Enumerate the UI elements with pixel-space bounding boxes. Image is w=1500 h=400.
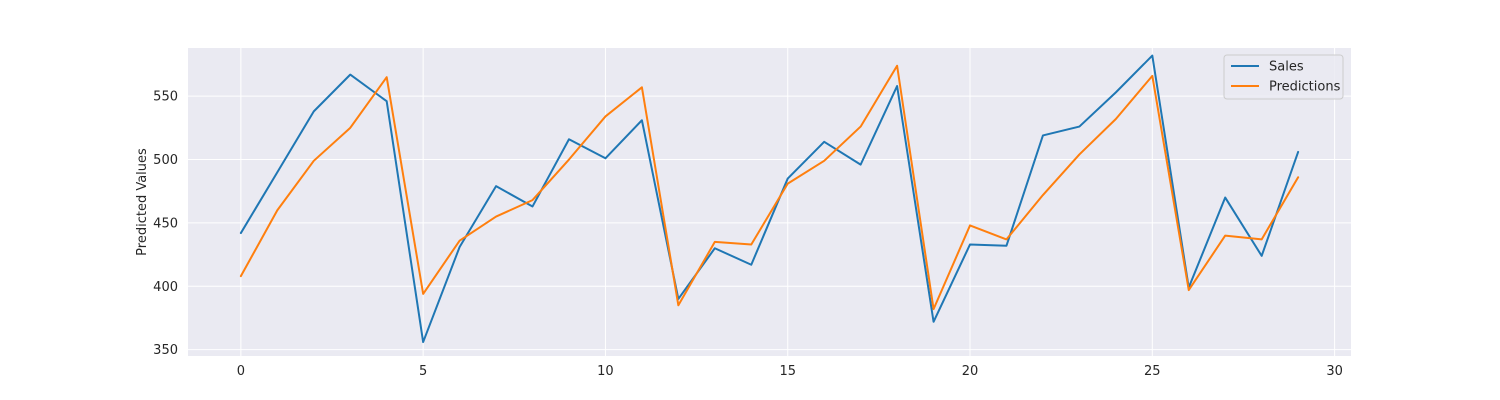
x-tick-label: 30 bbox=[1326, 364, 1343, 379]
y-tick-label: 400 bbox=[153, 280, 178, 295]
tick-labels: 0 5 10 15 20 25 30 350 400 450 500 550 bbox=[153, 90, 1343, 379]
series-line-predictions bbox=[239, 64, 1300, 311]
series-line-sales bbox=[239, 54, 1300, 344]
y-tick-label: 500 bbox=[153, 153, 178, 168]
x-tick-label: 20 bbox=[962, 364, 979, 379]
x-tick-label: 25 bbox=[1144, 364, 1161, 379]
y-tick-label: 550 bbox=[153, 90, 178, 105]
x-tick-label: 15 bbox=[779, 364, 796, 379]
legend: Sales Predictions bbox=[1223, 54, 1344, 100]
legend-label-sales: Sales bbox=[1269, 60, 1304, 75]
y-tick-label: 450 bbox=[153, 216, 178, 231]
grid-layer bbox=[188, 48, 1351, 356]
x-tick-label: 5 bbox=[419, 364, 427, 379]
y-axis-label: Predicted Values bbox=[135, 148, 150, 256]
y-tick-label: 350 bbox=[153, 343, 178, 358]
series-layer bbox=[239, 54, 1300, 344]
legend-label-predictions: Predictions bbox=[1269, 80, 1341, 95]
x-tick-label: 0 bbox=[237, 364, 245, 379]
plot-area bbox=[188, 48, 1351, 356]
x-tick-label: 10 bbox=[597, 364, 614, 379]
